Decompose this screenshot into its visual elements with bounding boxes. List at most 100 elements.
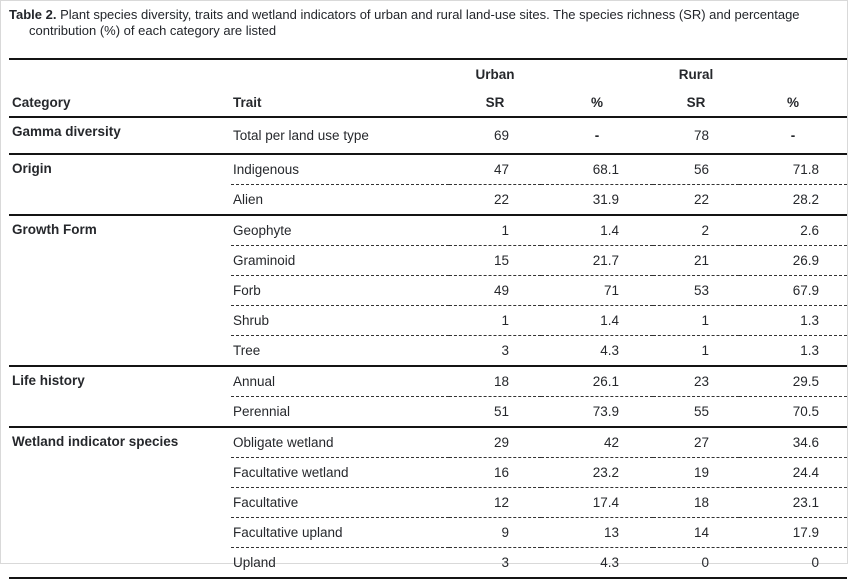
- category-cell: Life history: [9, 366, 231, 428]
- header-group-row: Urban Rural: [9, 59, 847, 89]
- table-row: Shrub 1 1.4 1 1.3: [9, 305, 847, 336]
- value-cell: 3: [449, 335, 541, 367]
- value-cell: 27: [653, 427, 739, 458]
- header-spacer: [739, 59, 847, 89]
- col-group-rural: Rural: [678, 67, 714, 82]
- value-cell: 1.3: [739, 335, 847, 367]
- col-header-category: Category: [9, 89, 231, 118]
- trait-cell: Geophyte: [231, 215, 449, 246]
- table-caption: Table 2. Plant species diversity, traits…: [9, 7, 841, 39]
- value-cell: 68.1: [541, 154, 653, 185]
- table-row: Tree 3 4.3 1 1.3: [9, 335, 847, 367]
- col-header-urban-pct: %: [541, 89, 653, 118]
- value-cell: 1.4: [541, 215, 653, 246]
- header-spacer: [231, 59, 449, 89]
- category-cell: Origin: [9, 154, 231, 216]
- table-row: Perennial 51 73.9 55 70.5: [9, 396, 847, 428]
- col-header-urban-sr: SR: [449, 89, 541, 118]
- value-cell: 3: [449, 547, 541, 579]
- trait-cell: Annual: [231, 366, 449, 397]
- value-cell: 42: [541, 427, 653, 458]
- table-row: Life history Annual 18 26.1 23 29.5: [9, 366, 847, 428]
- value-cell: 16: [449, 457, 541, 488]
- value-cell: 26.1: [541, 366, 653, 397]
- value-cell: 2: [653, 215, 739, 246]
- value-cell: 53: [653, 275, 739, 306]
- category-cell: Gamma diversity: [9, 117, 231, 155]
- category-cell: Growth Form: [9, 215, 231, 367]
- value-cell: 31.9: [541, 184, 653, 216]
- value-cell: 0: [653, 547, 739, 579]
- trait-cell: Forb: [231, 275, 449, 306]
- value-cell: 28.2: [739, 184, 847, 216]
- value-cell: 55: [653, 396, 739, 428]
- value-cell: 13: [541, 517, 653, 548]
- value-cell: 15: [449, 245, 541, 276]
- table-row: Gamma diversity Total per land use type …: [9, 117, 847, 155]
- value-cell: 2.6: [739, 215, 847, 246]
- table-row: Facultative wetland 16 23.2 19 24.4: [9, 457, 847, 488]
- table-row: Alien 22 31.9 22 28.2: [9, 184, 847, 216]
- trait-cell: Shrub: [231, 305, 449, 336]
- value-cell: 51: [449, 396, 541, 428]
- value-cell: 71.8: [739, 154, 847, 185]
- trait-cell: Total per land use type: [231, 117, 449, 155]
- trait-cell: Obligate wetland: [231, 427, 449, 458]
- category-cell: Wetland indicator species: [9, 427, 231, 579]
- value-cell: 23.1: [739, 487, 847, 518]
- table-row: Wetland indicator species Obligate wetla…: [9, 427, 847, 579]
- trait-cell: Alien: [231, 184, 449, 216]
- value-cell: 67.9: [739, 275, 847, 306]
- table-row: Forb 49 71 53 67.9: [9, 275, 847, 306]
- value-cell: 4.3: [541, 335, 653, 367]
- value-cell: 49: [449, 275, 541, 306]
- table-row: Facultative upland 9 13 14 17.9: [9, 517, 847, 548]
- value-cell: -: [739, 117, 847, 155]
- value-cell: 23.2: [541, 457, 653, 488]
- trait-cell: Facultative upland: [231, 517, 449, 548]
- col-header-rural-pct: %: [739, 89, 847, 118]
- trait-cell: Indigenous: [231, 154, 449, 185]
- value-cell: 17.4: [541, 487, 653, 518]
- value-cell: 73.9: [541, 396, 653, 428]
- value-cell: 1: [653, 305, 739, 336]
- value-cell: 34.6: [739, 427, 847, 458]
- trait-cell: Facultative wetland: [231, 457, 449, 488]
- value-cell: 1.3: [739, 305, 847, 336]
- table-row: Growth Form Geophyte 1 1.4 2 2.6: [9, 215, 847, 367]
- header-spacer: [9, 59, 231, 89]
- value-cell: 0: [739, 547, 847, 579]
- value-cell: 1.4: [541, 305, 653, 336]
- trait-cell: Facultative: [231, 487, 449, 518]
- table-row: Facultative 12 17.4 18 23.1: [9, 487, 847, 518]
- trait-cell: Tree: [231, 335, 449, 367]
- table-row: Origin Indigenous 47 68.1 56 71.8: [9, 154, 847, 216]
- col-header-rural-sr: SR: [653, 89, 739, 118]
- value-cell: 23: [653, 366, 739, 397]
- value-cell: 47: [449, 154, 541, 185]
- col-header-trait: Trait: [231, 89, 449, 118]
- value-cell: 29.5: [739, 366, 847, 397]
- table-header: Urban Rural Category Trait SR % SR %: [9, 59, 847, 118]
- header-spacer: [541, 59, 653, 89]
- value-cell: 4.3: [541, 547, 653, 579]
- trait-cell: Graminoid: [231, 245, 449, 276]
- col-group-urban: Urban: [475, 67, 515, 82]
- table-body: Gamma diversity Total per land use type …: [9, 117, 847, 579]
- trait-cell: Upland: [231, 547, 449, 579]
- value-cell: -: [541, 117, 653, 155]
- data-table: Urban Rural Category Trait SR % SR % Gam…: [9, 58, 847, 579]
- value-cell: 17.9: [739, 517, 847, 548]
- value-cell: 1: [449, 215, 541, 246]
- header-sub-row: Category Trait SR % SR %: [9, 89, 847, 118]
- value-cell: 1: [653, 335, 739, 367]
- value-cell: 56: [653, 154, 739, 185]
- value-cell: 29: [449, 427, 541, 458]
- value-cell: 12: [449, 487, 541, 518]
- value-cell: 22: [653, 184, 739, 216]
- value-cell: 70.5: [739, 396, 847, 428]
- value-cell: 18: [449, 366, 541, 397]
- table-row: Graminoid 15 21.7 21 26.9: [9, 245, 847, 276]
- value-cell: 26.9: [739, 245, 847, 276]
- value-cell: 19: [653, 457, 739, 488]
